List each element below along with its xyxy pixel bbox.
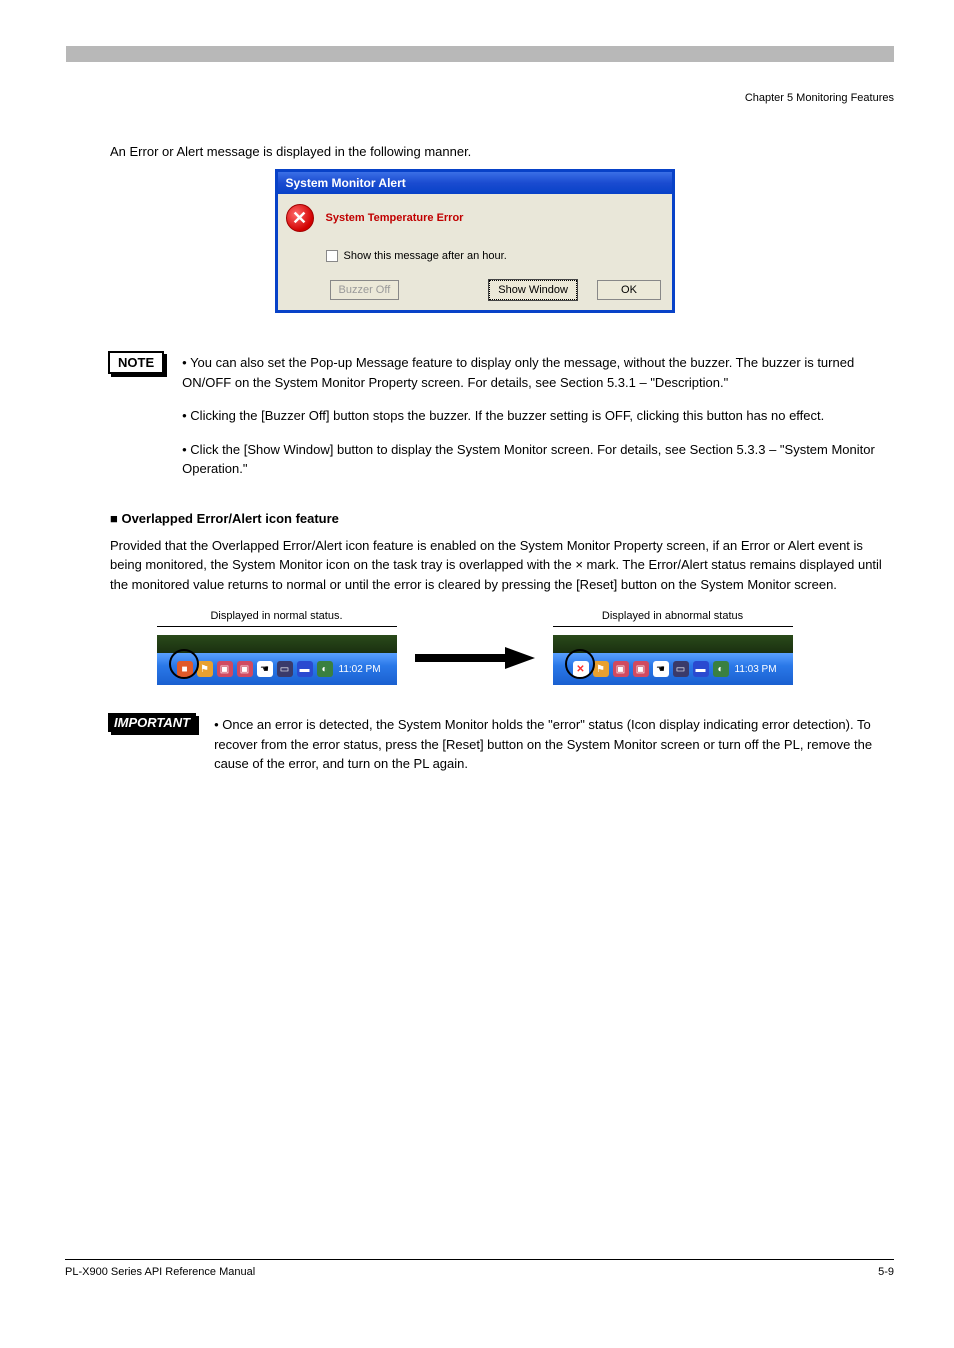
net2-icon: ▣	[237, 661, 253, 677]
normal-caption: Displayed in normal status.	[157, 610, 397, 627]
show-window-button[interactable]: Show Window	[489, 280, 577, 300]
overlap-paragraph: Provided that the Overlapped Error/Alert…	[110, 536, 889, 595]
disp-icon: ▬	[297, 661, 313, 677]
ok-button[interactable]: OK	[597, 280, 661, 300]
hand-icon: ☚	[257, 661, 273, 677]
taskbar-abnormal: ✕ ⚑ ▣ ▣ ☚ ▭ ▬ ◐ 11:03 PM	[553, 635, 793, 685]
error-text: System Temperature Error	[326, 212, 464, 224]
highlight-ring	[169, 649, 199, 679]
footer-left: PL-X900 Series API Reference Manual	[65, 1266, 255, 1278]
dialog-titlebar: System Monitor Alert	[278, 172, 672, 194]
flag-icon: ⚑	[593, 661, 609, 677]
footer-right: 5-9	[878, 1266, 894, 1278]
disp-icon: ▬	[693, 661, 709, 677]
checkbox-label: Show this message after an hour.	[344, 250, 507, 262]
screen-icon: ▭	[277, 661, 293, 677]
net1-icon: ▣	[613, 661, 629, 677]
net2-icon: ▣	[633, 661, 649, 677]
overlap-heading: ■ Overlapped Error/Alert icon feature	[110, 511, 889, 526]
note-label: NOTE	[108, 351, 164, 374]
abnormal-caption: Displayed in abnormal status	[553, 610, 793, 627]
error-icon: ✕	[286, 204, 314, 232]
net1-icon: ▣	[217, 661, 233, 677]
important-text: • Once an error is detected, the System …	[214, 715, 889, 774]
important-label: IMPORTANT	[108, 713, 196, 732]
screen-icon: ▭	[673, 661, 689, 677]
intro-text: An Error or Alert message is displayed i…	[110, 144, 889, 159]
show-after-hour-checkbox[interactable]	[326, 250, 338, 262]
note-bullet: Click the [Show Window] button to displa…	[182, 442, 875, 477]
chapter-ref: Chapter 5 Monitoring Features	[120, 92, 894, 104]
taskbar-time: 11:03 PM	[735, 664, 777, 675]
arrow-icon	[415, 647, 535, 669]
taskbar-time: 11:02 PM	[339, 664, 381, 675]
note-text: • You can also set the Pop-up Message fe…	[182, 353, 889, 493]
highlight-ring	[565, 649, 595, 679]
note-bullet: Clicking the [Buzzer Off] button stops t…	[190, 408, 824, 423]
buzzer-off-button[interactable]: Buzzer Off	[330, 280, 400, 300]
system-monitor-alert-dialog: System Monitor Alert ✕ System Temperatur…	[275, 169, 675, 313]
header-gray-bar	[66, 46, 894, 62]
flag-icon: ⚑	[197, 661, 213, 677]
note-bullet: You can also set the Pop-up Message feat…	[182, 355, 854, 390]
hand-icon: ☚	[653, 661, 669, 677]
taskbar-normal: ■ ⚑ ▣ ▣ ☚ ▭ ▬ ◐ 11:02 PM	[157, 635, 397, 685]
power-icon: ◐	[317, 661, 333, 677]
power-icon: ◐	[713, 661, 729, 677]
